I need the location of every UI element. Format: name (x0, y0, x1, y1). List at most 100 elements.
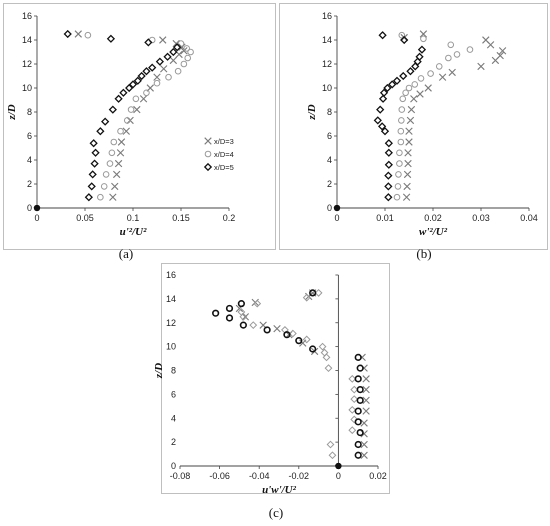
data-point (360, 440, 368, 449)
data-point (392, 76, 402, 85)
data-point (350, 385, 359, 394)
data-point (445, 54, 452, 62)
origin-point (33, 204, 41, 212)
data-point (477, 62, 485, 71)
series-x-d-4 (333, 31, 474, 212)
data-point (399, 95, 407, 103)
data-point (110, 138, 118, 146)
data-point (405, 127, 413, 135)
data-point (398, 106, 406, 113)
data-point (383, 83, 392, 93)
data-point (453, 51, 461, 58)
data-point (241, 313, 250, 321)
data-point (97, 193, 104, 201)
data-point (417, 75, 425, 82)
data-point (96, 127, 105, 136)
data-point (106, 34, 116, 43)
data-point (354, 407, 362, 415)
y-tick-label: 2 (327, 179, 332, 189)
data-point (89, 139, 98, 148)
data-point (354, 440, 362, 449)
data-point (114, 94, 123, 103)
x-tick-label: 0.01 (376, 213, 394, 223)
series-x-d-4 (237, 288, 359, 470)
data-point (411, 81, 419, 88)
legend-label: x/D=3 (214, 137, 234, 146)
data-point (398, 117, 405, 124)
x-tick-label: 0.04 (520, 213, 538, 223)
data-point (354, 375, 362, 383)
x-axis-label: w'²/U² (419, 226, 448, 238)
data-point (144, 38, 153, 47)
legend-marker (203, 162, 213, 172)
data-point (142, 67, 151, 76)
data-point (74, 30, 82, 38)
y-axis-label: z/D (306, 104, 318, 120)
y-tick-label: 0 (171, 461, 176, 471)
data-point (416, 90, 424, 98)
y-tick-label: 10 (22, 83, 32, 93)
data-point (398, 31, 406, 39)
data-point (388, 80, 397, 89)
x-tick-label: 0.02 (369, 471, 387, 481)
data-point (356, 364, 364, 372)
data-point (384, 193, 393, 202)
panel-label: (c) (269, 505, 283, 520)
data-point (354, 451, 362, 459)
x-axis-label: u'²/U² (120, 226, 147, 238)
y-tick-label: 10 (166, 342, 176, 352)
data-point (123, 117, 131, 124)
data-point (360, 430, 368, 438)
y-tick-label: 14 (166, 294, 176, 304)
data-point (348, 405, 357, 414)
x-tick-label: 0.03 (472, 213, 490, 223)
data-point (263, 326, 271, 334)
data-point (314, 288, 323, 297)
y-tick-label: 4 (27, 155, 32, 165)
data-point (376, 105, 385, 114)
y-tick-label: 14 (322, 35, 332, 45)
panel-label: (b) (416, 246, 431, 261)
data-point (180, 47, 188, 55)
data-point (407, 105, 416, 114)
data-point (482, 36, 490, 44)
data-point (384, 171, 393, 180)
legend-label: x/D=4 (214, 150, 234, 159)
origin-point (335, 462, 342, 470)
data-point (356, 396, 364, 404)
data-point (397, 138, 405, 146)
data-point (348, 426, 357, 435)
data-point (403, 182, 411, 191)
series-x-d-5 (33, 29, 182, 212)
data-point (354, 353, 362, 361)
data-point (112, 170, 121, 179)
data-point (102, 171, 110, 178)
data-point (318, 342, 327, 351)
data-point (100, 183, 108, 190)
data-point (111, 182, 119, 191)
data-point (283, 331, 291, 339)
data-point (117, 138, 126, 146)
data-point (106, 160, 114, 167)
data-point (159, 36, 167, 44)
y-tick-label: 8 (27, 107, 32, 117)
data-point (163, 52, 172, 61)
data-point (177, 40, 185, 47)
data-point (148, 63, 157, 72)
data-point (128, 80, 138, 89)
x-axis-label: u'w'/U² (262, 484, 297, 496)
y-tick-label: 12 (322, 59, 332, 69)
x-tick-label: 0.1 (127, 213, 140, 223)
data-point (378, 122, 387, 131)
data-point (373, 116, 382, 125)
y-tick-label: 12 (166, 318, 176, 328)
y-tick-label: 2 (27, 179, 32, 189)
data-point (63, 29, 72, 39)
data-point (328, 451, 337, 460)
data-point (405, 84, 413, 92)
panel-frame (161, 263, 390, 494)
data-point (378, 31, 387, 40)
data-point (91, 148, 100, 157)
y-tick-label: 8 (171, 366, 176, 376)
data-point (309, 345, 317, 353)
